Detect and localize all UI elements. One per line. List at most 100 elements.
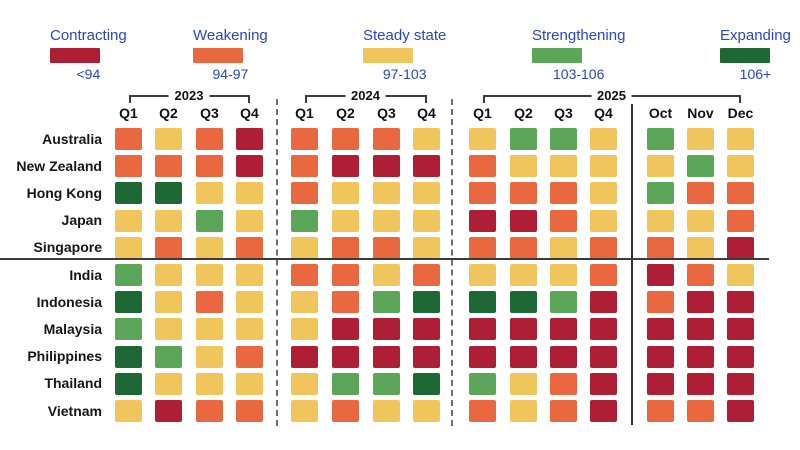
heatmap-cell	[510, 372, 537, 395]
heatmap-cell	[550, 128, 577, 150]
heatmap-cell	[727, 128, 754, 150]
separator-quarters-months	[631, 104, 633, 425]
legend-swatch-expanding	[720, 48, 770, 63]
heatmap-cell	[510, 182, 537, 205]
legend-item-expanding: Expanding 106+	[720, 27, 791, 83]
heatmap-cell	[413, 182, 440, 205]
heatmap-cell	[510, 400, 537, 422]
heatmap-cell	[687, 182, 714, 205]
heatmap-cell	[332, 372, 359, 395]
heatmap-cell	[590, 318, 617, 341]
heatmap-cell	[413, 345, 440, 368]
heatmap-cell	[236, 345, 263, 368]
heatmap-cell	[647, 155, 674, 178]
heatmap-cell	[196, 182, 223, 205]
legend-item-contracting: Contracting <94	[50, 27, 127, 83]
heatmap-cell	[727, 291, 754, 314]
heatmap-cell	[236, 291, 263, 314]
separator-2023-2024	[276, 99, 278, 426]
heatmap-cell	[115, 264, 142, 286]
heatmap-cell	[115, 400, 142, 422]
heatmap-cell	[291, 128, 318, 150]
heatmap-cell	[196, 345, 223, 368]
column-header-q2-5: Q2	[336, 105, 355, 121]
legend-range: 106+	[739, 66, 772, 82]
row-label-india: India	[69, 266, 102, 283]
heatmap-cell	[332, 155, 359, 178]
heatmap-cell	[550, 291, 577, 314]
heatmap-cell	[155, 318, 182, 341]
heatmap-cell	[550, 318, 577, 341]
legend-range: 97-103	[382, 66, 427, 82]
heatmap-cell	[332, 209, 359, 232]
heatmap-cell	[236, 209, 263, 232]
heatmap-cell	[727, 345, 754, 368]
heatmap-cell	[236, 372, 263, 395]
column-header-q1-8: Q1	[473, 105, 492, 121]
heatmap-cell	[469, 372, 496, 395]
legend-label: Contracting	[50, 27, 127, 44]
legend-swatch-weakening	[193, 48, 243, 63]
heatmap-cell	[510, 128, 537, 150]
heatmap-cell	[687, 155, 714, 178]
heatmap-cell	[413, 209, 440, 232]
heatmap-cell	[413, 264, 440, 286]
heatmap-cell	[510, 236, 537, 259]
row-label-new-zealand: New Zealand	[16, 157, 102, 174]
row-label-malaysia: Malaysia	[43, 320, 102, 337]
heatmap-cell	[236, 128, 263, 150]
heatmap-cell	[236, 400, 263, 422]
heatmap-cell	[373, 318, 400, 341]
heatmap-cell	[647, 236, 674, 259]
heatmap-cell	[647, 264, 674, 286]
heatmap-cell	[236, 155, 263, 178]
heatmap-cell	[373, 182, 400, 205]
heatmap-cell	[413, 155, 440, 178]
heatmap-cell	[291, 236, 318, 259]
heatmap-cell	[115, 372, 142, 395]
heatmap-cell	[196, 155, 223, 178]
heatmap-cell	[687, 128, 714, 150]
column-header-oct-12: Oct	[648, 105, 673, 121]
heatmap-cell	[469, 318, 496, 341]
legend-label: Expanding	[720, 27, 791, 44]
heatmap-cell	[196, 400, 223, 422]
heatmap-cell	[115, 236, 142, 259]
column-header-q2-1: Q2	[159, 105, 178, 121]
heatmap-cell	[469, 182, 496, 205]
heatmap-cell	[550, 264, 577, 286]
heatmap-cell	[291, 372, 318, 395]
row-label-philippines: Philippines	[27, 348, 102, 365]
year-bracket-2025: 2025	[482, 88, 741, 104]
heatmap-cell	[727, 155, 754, 178]
separator-2024-2025	[451, 99, 453, 426]
heatmap-cell	[687, 209, 714, 232]
heatmap-cell	[413, 291, 440, 314]
heatmap-cell	[196, 236, 223, 259]
heatmap-cell	[647, 291, 674, 314]
heatmap-cell	[590, 372, 617, 395]
heatmap-cell	[727, 182, 754, 205]
heatmap-cell	[332, 128, 359, 150]
heatmap-cell	[373, 400, 400, 422]
heatmap-cell	[510, 209, 537, 232]
heatmap-cell	[196, 318, 223, 341]
heatmap-cell	[687, 236, 714, 259]
heatmap-cell	[727, 264, 754, 286]
heatmap-cell	[727, 236, 754, 259]
heatmap-cell	[647, 372, 674, 395]
heatmap-cell	[550, 209, 577, 232]
legend-range: 94-97	[212, 66, 249, 82]
heatmap-cell	[155, 209, 182, 232]
year-label: 2025	[591, 88, 632, 104]
row-label-vietnam: Vietnam	[47, 402, 102, 419]
heatmap-cell	[291, 291, 318, 314]
legend-range: <94	[76, 66, 101, 82]
heatmap-cell	[373, 236, 400, 259]
heatmap-cell	[236, 236, 263, 259]
heatmap-cell	[373, 345, 400, 368]
heatmap-cell	[332, 318, 359, 341]
heatmap-cell	[413, 318, 440, 341]
heatmap-cell	[590, 291, 617, 314]
